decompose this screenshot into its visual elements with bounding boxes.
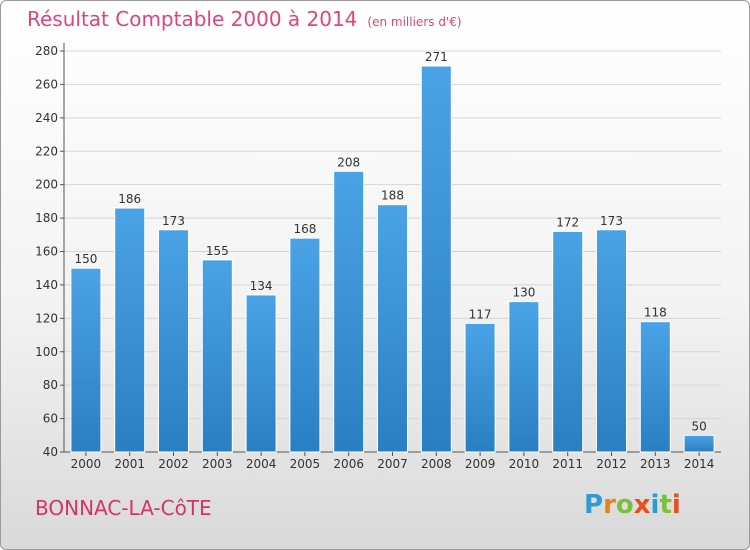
bar-2014	[683, 434, 715, 453]
y-tick-label: 40	[43, 445, 58, 459]
bar-value-label: 134	[250, 279, 273, 293]
y-tick-label: 220	[35, 144, 58, 158]
commune-name: BONNAC-LA-CôTE	[35, 496, 212, 520]
bar-2011	[552, 230, 584, 453]
bar-value-label: 118	[644, 306, 667, 320]
x-tick-label: 2010	[509, 457, 540, 471]
bar-2009	[464, 322, 496, 453]
y-tick-label: 160	[35, 245, 58, 259]
y-tick-label: 260	[35, 77, 58, 91]
bar-2004	[245, 294, 277, 453]
bar-value-label: 155	[206, 244, 229, 258]
x-tick-label: 2014	[684, 457, 715, 471]
bar-value-label: 208	[337, 155, 360, 169]
x-tick-label: 2004	[246, 457, 277, 471]
title-text: Résultat Comptable 2000 à 2014	[27, 7, 358, 31]
y-tick-label: 100	[35, 345, 58, 359]
bar-2002	[158, 229, 189, 453]
bar-value-label: 117	[469, 307, 492, 321]
y-tick-label: 280	[35, 44, 58, 58]
x-tick-label: 2012	[596, 457, 627, 471]
bar-2003	[201, 259, 233, 453]
bar-2006	[333, 170, 365, 453]
chart-title: Résultat Comptable 2000 à 2014 (en millie…	[27, 7, 462, 31]
x-tick-label: 2000	[71, 457, 102, 471]
y-tick-label: 120	[35, 311, 58, 325]
x-tick-label: 2011	[552, 457, 583, 471]
y-tick-label: 240	[35, 111, 58, 125]
bar-2008	[420, 65, 452, 453]
bar-2001	[114, 207, 146, 453]
bar-2007	[377, 204, 408, 453]
x-tick-label: 2007	[377, 457, 408, 471]
bar-value-label: 130	[512, 286, 535, 300]
x-tick-label: 2001	[114, 457, 145, 471]
x-tick-label: 2008	[421, 457, 452, 471]
y-tick-label: 200	[35, 178, 58, 192]
y-tick-label: 60	[43, 412, 58, 426]
y-tick-label: 180	[35, 211, 58, 225]
bar-value-label: 173	[162, 214, 185, 228]
bar-value-label: 186	[118, 192, 141, 206]
x-tick-label: 2013	[640, 457, 671, 471]
bar-2005	[289, 237, 321, 453]
proxiti-logo: Proxiti	[584, 490, 681, 520]
x-tick-label: 2002	[158, 457, 189, 471]
bar-2000	[70, 267, 102, 453]
bar-2010	[508, 301, 540, 453]
bar-value-label: 168	[293, 222, 316, 236]
bar-2012	[596, 229, 627, 453]
unit-label: (en milliers d'€)	[367, 15, 462, 29]
bar-value-label: 150	[74, 252, 97, 266]
y-tick-label: 80	[43, 378, 58, 392]
bar-value-label: 173	[600, 214, 623, 228]
bar-2013	[639, 321, 671, 453]
bar-value-label: 50	[691, 419, 706, 433]
x-tick-label: 2009	[465, 457, 496, 471]
bar-value-label: 172	[556, 215, 579, 229]
x-tick-label: 2005	[290, 457, 321, 471]
x-tick-label: 2006	[333, 457, 364, 471]
bar-value-label: 188	[381, 189, 404, 203]
x-tick-label: 2003	[202, 457, 233, 471]
bar-value-label: 271	[425, 50, 448, 64]
y-tick-label: 140	[35, 278, 58, 292]
